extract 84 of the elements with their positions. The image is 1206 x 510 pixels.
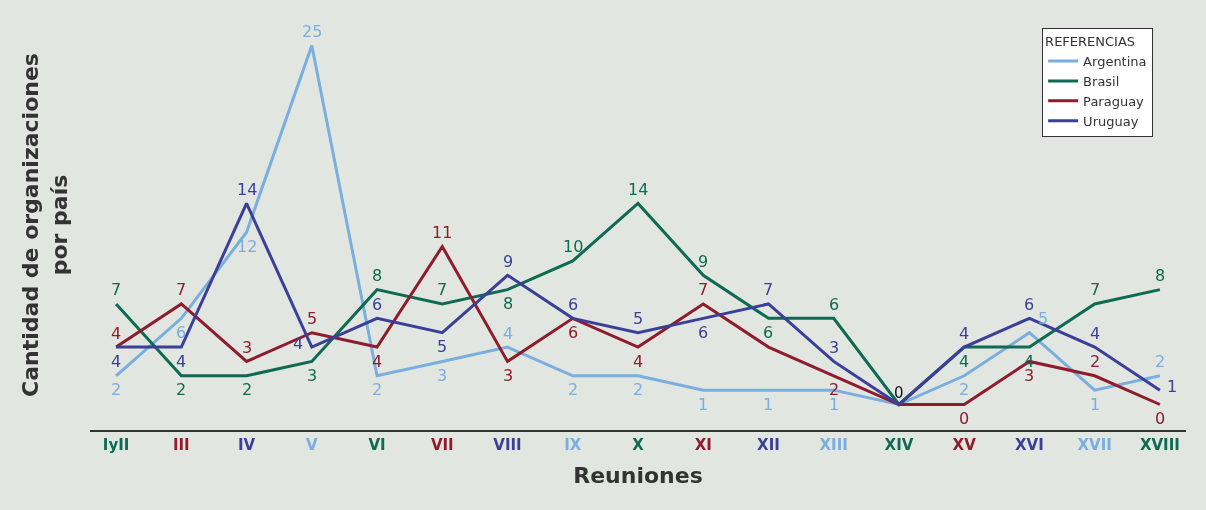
data-label: 2 — [176, 380, 187, 399]
data-label: 7 — [1090, 280, 1101, 299]
data-label: 4 — [372, 352, 383, 371]
data-label: 8 — [1155, 266, 1166, 285]
x-tick-label: IyII — [102, 435, 130, 454]
x-tick-label: XII — [757, 435, 780, 454]
data-label: 5 — [307, 309, 318, 328]
x-tick-label: VII — [430, 435, 454, 454]
data-label: 6 — [1024, 295, 1035, 314]
data-label: 2 — [568, 380, 579, 399]
data-label: 4 — [503, 324, 514, 343]
data-label: 4 — [111, 352, 122, 371]
data-label: 8 — [503, 294, 514, 313]
x-tick-label: IV — [237, 435, 256, 454]
data-label: 14 — [628, 180, 649, 199]
legend-title: REFERENCIAS — [1045, 34, 1136, 50]
data-label: 2 — [959, 380, 970, 399]
data-label: 6 — [698, 323, 709, 342]
data-label: 2 — [242, 380, 253, 399]
data-label: 2 — [372, 380, 383, 399]
data-label: 8 — [372, 266, 383, 285]
data-label: 0 — [1155, 409, 1166, 428]
x-tick-label: VI — [368, 435, 386, 454]
data-label: 7 — [763, 280, 774, 299]
x-tick-label: XV — [952, 435, 977, 454]
data-label: 4 — [633, 352, 644, 371]
data-label: 4 — [111, 324, 122, 343]
x-tick-label: IX — [564, 435, 582, 454]
legend-label: Uruguay — [1083, 113, 1139, 129]
data-label: 4 — [176, 352, 187, 371]
legend-label: Paraguay — [1083, 93, 1145, 109]
data-label: 2 — [633, 380, 644, 399]
x-tick-label: XIII — [819, 435, 848, 454]
data-label: 25 — [302, 22, 323, 41]
x-tick-label: X — [632, 435, 645, 454]
data-label: 11 — [432, 223, 453, 242]
data-label: 2 — [1155, 352, 1166, 371]
x-tick-label: XVII — [1077, 435, 1112, 454]
data-label: 1 — [698, 395, 709, 414]
data-label: 9 — [503, 252, 514, 271]
data-label: 1 — [1090, 395, 1101, 414]
data-label: 4 — [293, 334, 304, 353]
data-label: 6 — [763, 323, 774, 342]
data-label: 3 — [242, 338, 253, 357]
data-label: 4 — [959, 324, 970, 343]
data-label: 1 — [763, 395, 774, 414]
x-tick-label: VIII — [493, 435, 522, 454]
data-label: 10 — [563, 237, 584, 256]
x-tick-label: V — [306, 435, 319, 454]
data-label: 4 — [959, 352, 970, 371]
x-tick-label: XVIII — [1139, 435, 1180, 454]
data-label: 5 — [1038, 309, 1049, 328]
data-label: 7 — [437, 280, 448, 299]
data-label: 2 — [111, 380, 122, 399]
data-label: 9 — [698, 252, 709, 271]
x-tick-label: XI — [694, 435, 712, 454]
data-label: 6 — [176, 323, 187, 342]
data-label: 14 — [237, 180, 258, 199]
data-label: 7 — [698, 280, 709, 299]
legend-label: Argentina — [1083, 54, 1147, 70]
data-label: 7 — [176, 280, 187, 299]
data-label: 0 — [959, 409, 970, 428]
data-label: 6 — [568, 323, 579, 342]
data-label: 3 — [1024, 366, 1035, 385]
x-tick-label: XVI — [1015, 435, 1044, 454]
data-label: 6 — [829, 295, 840, 314]
y-axis-title: Cantidad de organizaciones por país — [18, 53, 72, 397]
data-label: 6 — [372, 295, 383, 314]
data-label: 5 — [437, 337, 448, 356]
legend-label: Brasil — [1083, 74, 1120, 90]
data-label: 3 — [829, 338, 840, 357]
data-label: 7 — [111, 280, 122, 299]
x-tick-label: III — [172, 435, 190, 454]
x-axis-title: Reuniones — [573, 463, 703, 489]
data-label: 1 — [1167, 377, 1178, 396]
data-label: 4 — [1090, 324, 1101, 343]
data-label: 3 — [503, 366, 514, 385]
annotation: 0 — [894, 384, 904, 402]
data-label: 2 — [1090, 352, 1101, 371]
data-label: 3 — [437, 366, 448, 385]
data-label: 5 — [633, 309, 644, 328]
x-tick-label: XIV — [884, 435, 914, 454]
data-label: 6 — [568, 295, 579, 314]
data-label: 3 — [307, 366, 318, 385]
